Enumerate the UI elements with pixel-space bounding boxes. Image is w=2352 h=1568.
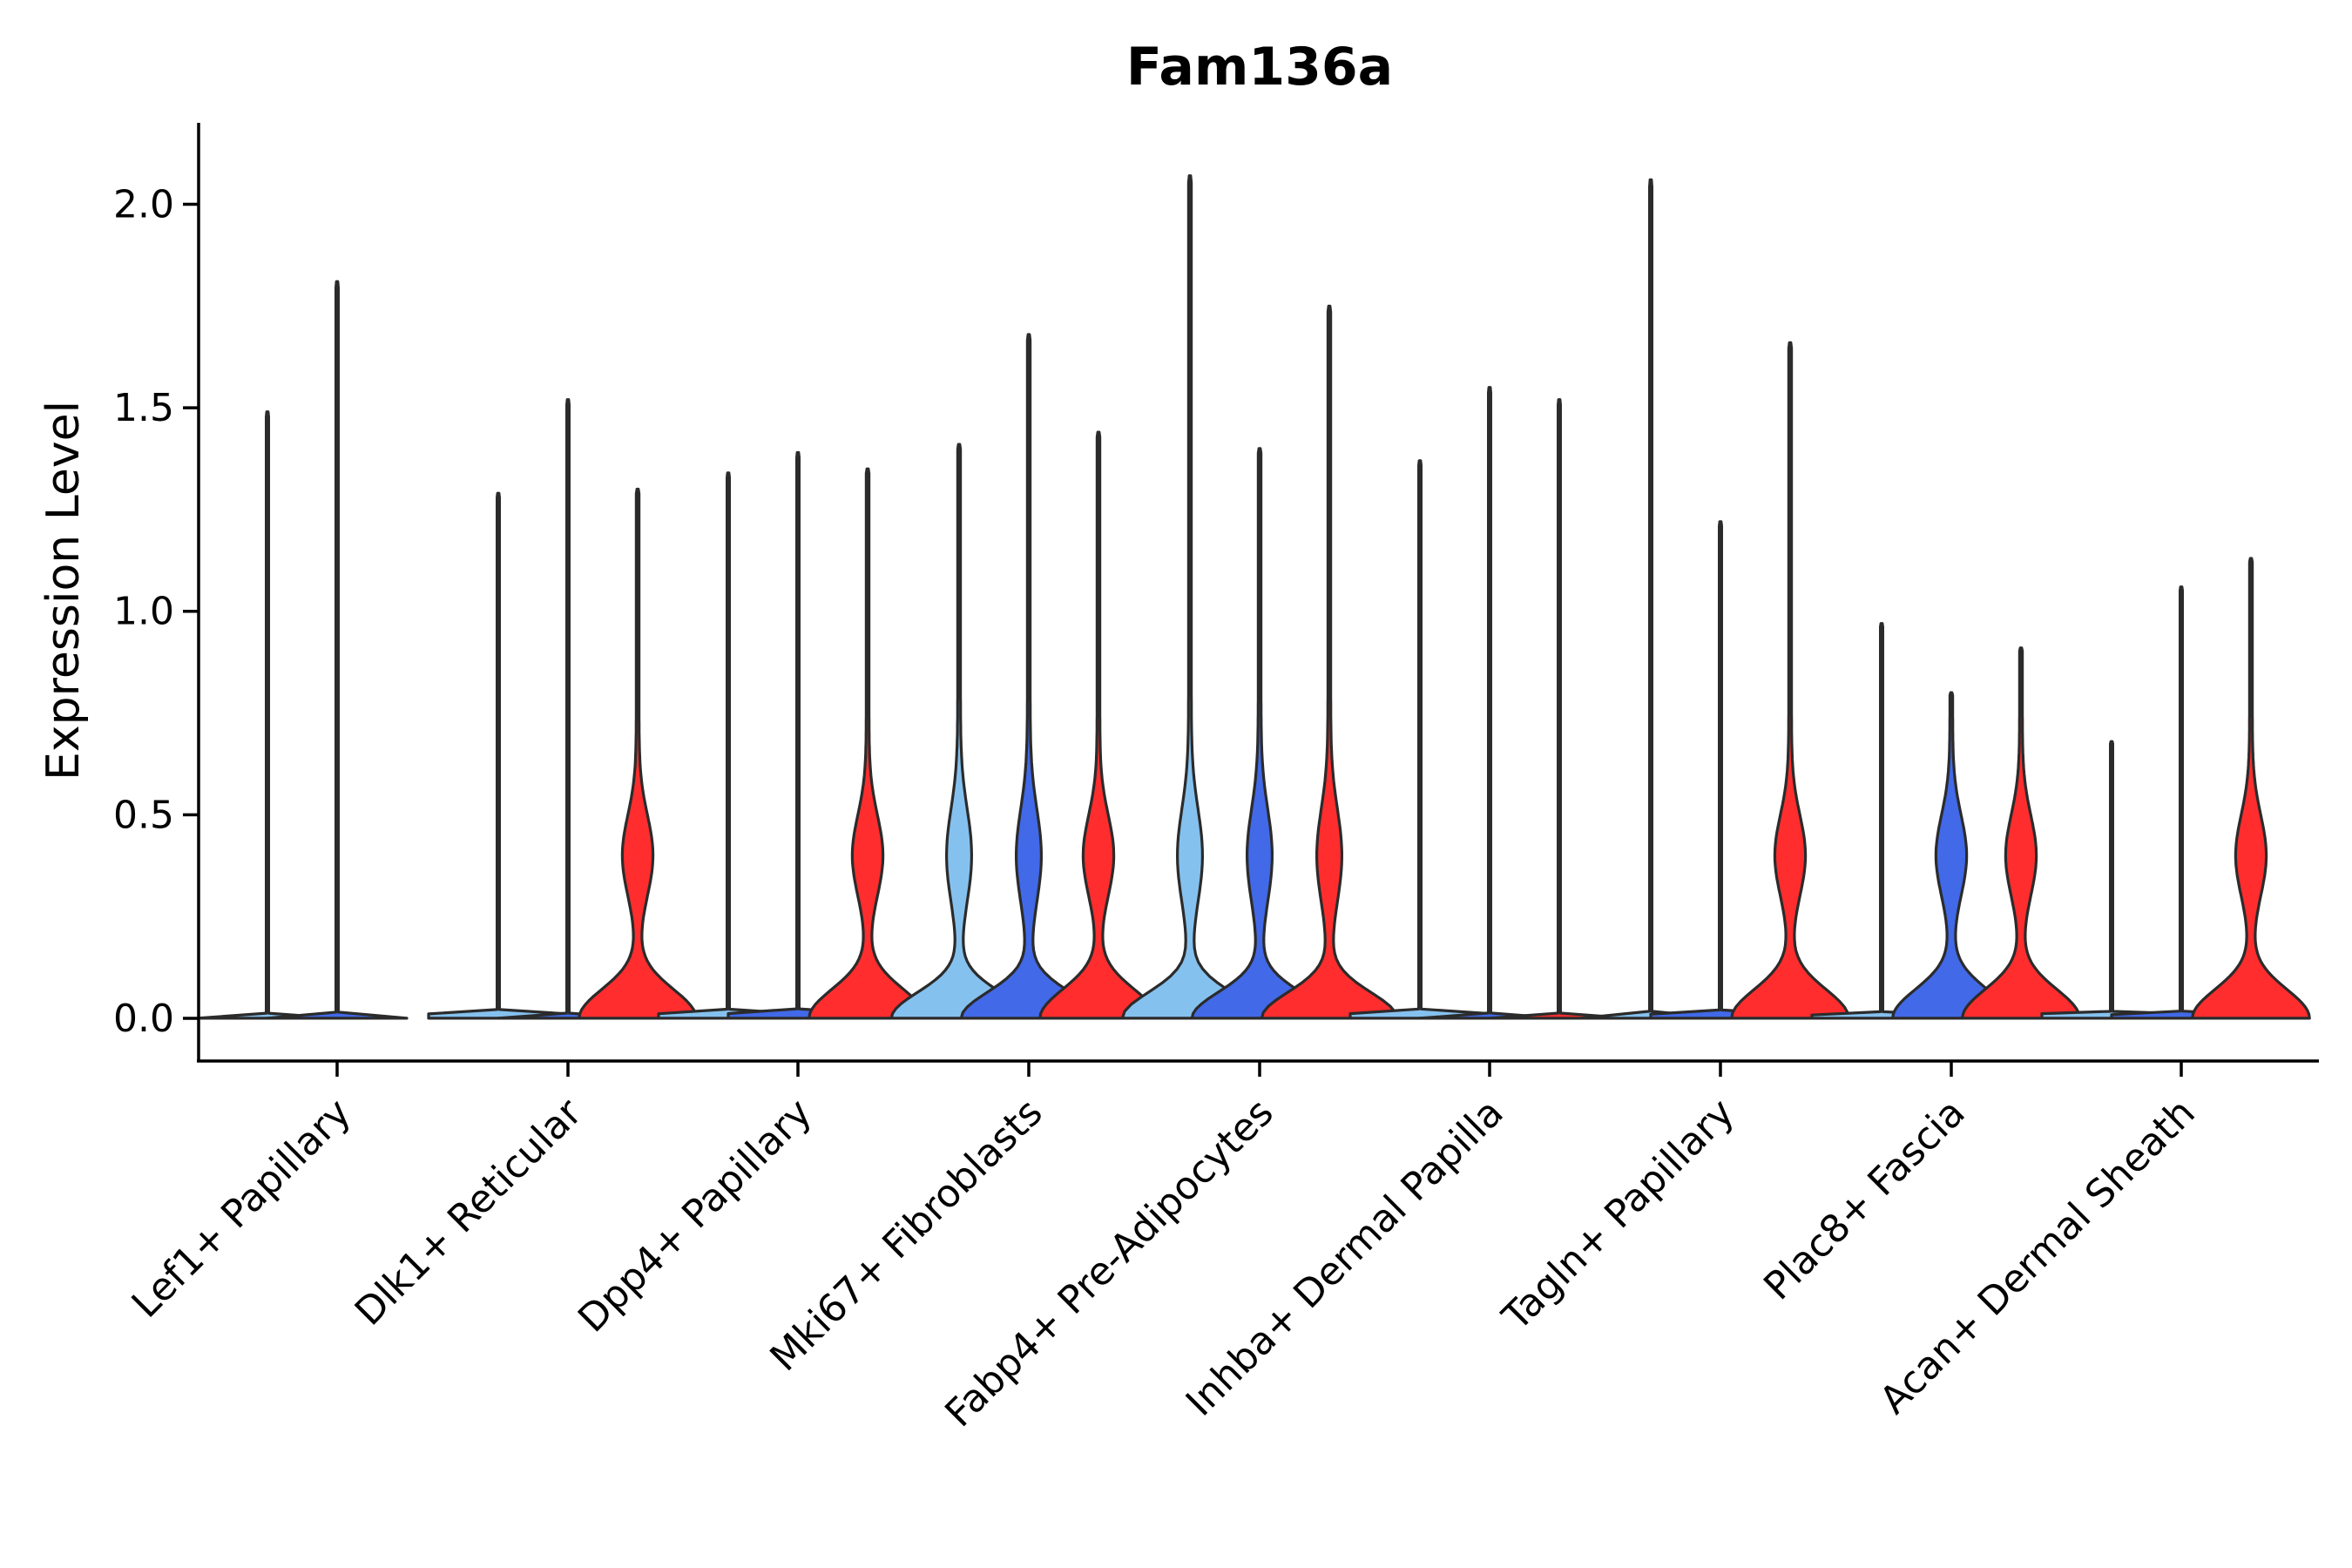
violins-group bbox=[196, 174, 2311, 1020]
y-tick-label: 1.0 bbox=[113, 590, 174, 634]
x-tick-label: Plac8+ Fascia bbox=[1755, 1091, 1974, 1309]
violin-9-group-2 bbox=[2110, 585, 2253, 1020]
violin-7-group-1 bbox=[1579, 178, 1722, 1020]
violin-6-group-3 bbox=[1488, 398, 1631, 1020]
x-tick-label: Tagln+ Papillary bbox=[1494, 1091, 1743, 1340]
violin-5-group-1 bbox=[1120, 174, 1260, 1020]
violin-1-group-1 bbox=[196, 410, 339, 1020]
violin-4-group-3 bbox=[1038, 430, 1159, 1020]
violin-1-group-2 bbox=[266, 280, 409, 1020]
violin-6-group-2 bbox=[1418, 386, 1561, 1020]
x-tick-label: Dlk1+ Reticular bbox=[347, 1090, 591, 1335]
violin-2-group-1 bbox=[427, 491, 570, 1020]
y-ticks-group: 0.0 0.5 1.0 1.5 2.0 bbox=[113, 182, 199, 1041]
violin-6-group-1 bbox=[1348, 459, 1491, 1020]
axes-group bbox=[197, 123, 2319, 1063]
violin-8-group-2 bbox=[1891, 691, 2011, 1020]
violin-3-group-1 bbox=[657, 471, 800, 1020]
violin-2-group-3 bbox=[578, 487, 698, 1020]
violin-4-group-2 bbox=[959, 333, 1098, 1020]
y-axis-label: Expression Level bbox=[37, 401, 90, 781]
violin-5-group-2 bbox=[1190, 447, 1329, 1020]
violin-8-group-3 bbox=[1961, 646, 2081, 1020]
x-tick-label: Lef1+ Papillary bbox=[124, 1091, 360, 1327]
chart-title: Fam136a bbox=[1126, 37, 1393, 98]
violin-8-group-1 bbox=[1810, 622, 1953, 1020]
violin-7-group-3 bbox=[1730, 341, 1850, 1020]
violin-5-group-3 bbox=[1260, 304, 1399, 1020]
violin-4-group-1 bbox=[889, 443, 1029, 1020]
y-tick-label: 0.0 bbox=[113, 997, 174, 1041]
violin-3-group-2 bbox=[727, 450, 869, 1020]
violin-7-group-2 bbox=[1649, 520, 1792, 1020]
violin-2-group-2 bbox=[497, 398, 639, 1020]
y-tick-label: 1.5 bbox=[113, 386, 174, 430]
y-tick-label: 0.5 bbox=[113, 793, 174, 837]
y-tick-label: 2.0 bbox=[113, 182, 174, 226]
x-tick-label: Dpp4+ Papillary bbox=[570, 1091, 821, 1342]
violin-9-group-1 bbox=[2040, 740, 2183, 1020]
violin-9-group-3 bbox=[2191, 557, 2311, 1020]
violin-3-group-3 bbox=[808, 467, 928, 1020]
